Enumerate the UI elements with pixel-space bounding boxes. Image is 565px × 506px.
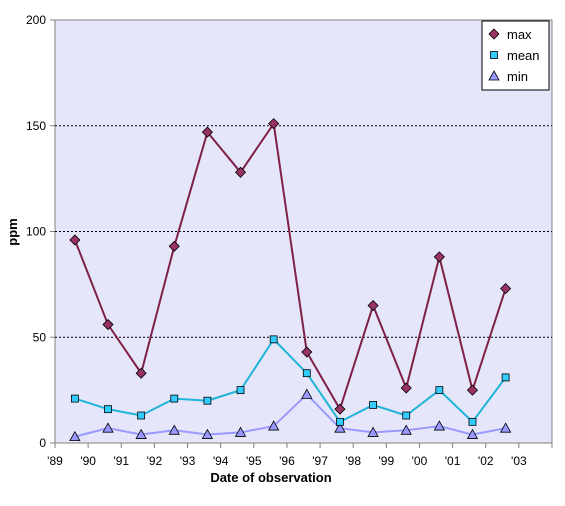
- x-tick-label: '93: [180, 454, 196, 468]
- data-point-mean: [468, 417, 477, 426]
- data-point-mean: [501, 373, 510, 382]
- data-point-min: [400, 424, 412, 435]
- y-tick-label: 50: [33, 330, 47, 344]
- series-max: [69, 118, 512, 415]
- x-tick-label: '96: [279, 454, 295, 468]
- y-tick-label: 200: [26, 13, 46, 27]
- data-point-min: [367, 426, 379, 437]
- data-point-mean: [236, 386, 245, 395]
- data-point-max: [135, 367, 147, 379]
- series-line-max: [73, 120, 507, 412]
- data-point-mean: [203, 396, 212, 405]
- data-point-mean: [435, 386, 444, 395]
- series-layer: [69, 118, 512, 442]
- data-point-max: [268, 118, 280, 130]
- data-point-min: [69, 430, 81, 442]
- y-axis-title: ppm: [5, 218, 20, 245]
- x-tick-label: '98: [345, 454, 361, 468]
- x-tick-label: '02: [478, 454, 494, 468]
- data-point-mean: [369, 401, 377, 409]
- data-point-min: [135, 428, 147, 439]
- data-point-max: [466, 384, 479, 396]
- x-tick-label: '91: [113, 454, 129, 468]
- data-point-min: [268, 420, 280, 431]
- data-point-max: [301, 346, 313, 358]
- x-tick-label: '92: [147, 454, 163, 468]
- series-min: [69, 388, 512, 442]
- data-point-mean: [402, 411, 411, 420]
- data-point-mean: [70, 394, 79, 403]
- legend-label-min: min: [507, 69, 528, 84]
- data-point-max: [234, 166, 247, 178]
- gridlines: [55, 125, 552, 338]
- data-point-max: [334, 403, 346, 415]
- series-mean: [70, 335, 510, 426]
- data-point-mean: [137, 411, 146, 420]
- data-point-mean: [104, 405, 112, 414]
- data-point-max: [500, 283, 512, 295]
- data-point-min: [301, 388, 313, 399]
- data-point-min: [334, 422, 346, 433]
- series-line-min: [74, 392, 506, 438]
- x-tick-label: '00: [412, 454, 428, 468]
- data-point-mean: [302, 369, 311, 378]
- y-tick-label: 0: [39, 436, 46, 450]
- x-tick-label: '89: [47, 454, 63, 468]
- legend-marker-max: [488, 28, 500, 40]
- x-tick-label: '99: [379, 454, 395, 468]
- x-tick-label: '01: [445, 454, 461, 468]
- legend-label-mean: mean: [507, 48, 540, 63]
- legend-marker-min: [488, 70, 500, 81]
- legend: max mean min: [481, 20, 550, 91]
- x-tick-label: '94: [213, 454, 229, 468]
- data-point-min: [234, 426, 247, 437]
- data-point-max: [168, 240, 180, 252]
- legend-label-max: max: [507, 27, 532, 42]
- data-point-max: [367, 299, 379, 312]
- legend-marker-mean: [490, 51, 498, 59]
- y-tick-label: 100: [26, 225, 46, 239]
- data-point-max: [201, 126, 213, 138]
- data-point-min: [201, 428, 214, 439]
- data-point-mean: [336, 417, 344, 426]
- data-point-min: [168, 424, 180, 435]
- data-point-min: [466, 428, 479, 439]
- data-point-mean: [170, 394, 179, 403]
- y-tick-label: 150: [26, 119, 46, 133]
- x-tick-label: '97: [312, 454, 328, 468]
- x-axis-title: Date of observation: [210, 470, 331, 485]
- series-line-mean: [74, 337, 507, 424]
- data-point-mean: [269, 335, 278, 344]
- data-point-max: [102, 318, 114, 331]
- data-point-max: [69, 234, 81, 246]
- data-point-min: [102, 422, 114, 433]
- data-point-min: [499, 422, 512, 433]
- data-point-max: [400, 382, 412, 394]
- x-tick-label: '95: [246, 454, 262, 468]
- data-point-max: [433, 251, 445, 263]
- data-point-min: [433, 420, 446, 431]
- x-tick-label: '90: [80, 454, 96, 468]
- x-tick-label: '03: [511, 454, 527, 468]
- axes: 0 50 100 150 200 '89 '90 '91 '92 '93 '94 '95 '96 '97 '…: [26, 13, 553, 468]
